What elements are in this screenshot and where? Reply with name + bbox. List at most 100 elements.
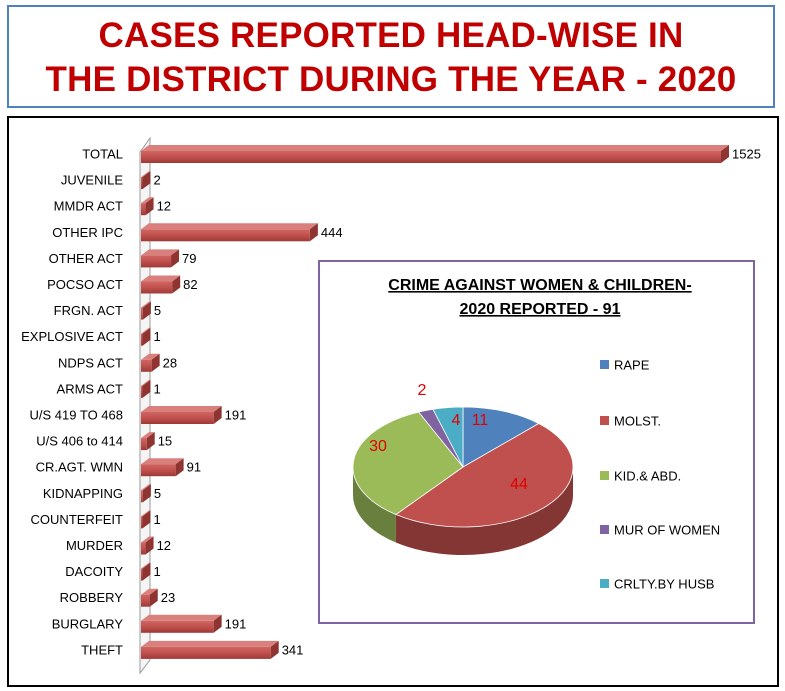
bar-murder-side: [145, 536, 154, 555]
bar-frgn-act: [141, 301, 151, 320]
category-label-counterfeit: COUNTERFEIT: [31, 512, 124, 527]
legend-label-molst: MOLST.: [614, 414, 661, 429]
value-label-other-act: 79: [182, 251, 196, 266]
legend-swatch-rape: [600, 360, 609, 369]
bar-total: [141, 145, 729, 163]
bar-total-front: [141, 151, 721, 163]
category-label-theft: THEFT: [81, 642, 123, 657]
page-title-line-2: THE DISTRICT DURING THE YEAR - 2020: [45, 60, 737, 99]
category-label-dacoity: DACOITY: [65, 564, 123, 579]
title-box: CASES REPORTED HEAD-WISE IN THE DISTRICT…: [7, 5, 775, 108]
bar-theft-top: [141, 640, 279, 647]
value-label-u-s-406-to-414: 15: [158, 434, 172, 449]
bar-arms-act-front: [141, 385, 143, 398]
value-label-ndps-act: 28: [163, 355, 177, 370]
bar-frgn-act-side: [142, 301, 151, 320]
category-label-pocso-act: POCSO ACT: [47, 277, 123, 292]
bar-murder-front: [141, 542, 146, 555]
pie-label-kid-abd: 30: [369, 438, 387, 455]
chart-frame: [7, 116, 779, 687]
pie-side-molst: [395, 467, 573, 556]
bar-other-ipc-side: [309, 223, 318, 242]
category-label-explosive-act: EXPLOSIVE ACT: [21, 329, 123, 344]
bar-u-s-419-to-468-top: [141, 406, 222, 412]
category-label-robbery: ROBBERY: [60, 590, 124, 605]
bar-robbery: [141, 588, 158, 607]
bar-explosive-act-front: [141, 333, 143, 346]
pie-label-crlty-by-husb: 4: [452, 412, 461, 429]
bar-robbery-front: [141, 594, 150, 607]
bar-mmdr-act-top: [141, 197, 154, 204]
bar-other-act-front: [141, 255, 172, 268]
bar-u-s-419-to-468: [141, 406, 222, 424]
bar-other-act-top: [141, 249, 180, 256]
bar-juvenile-front: [141, 177, 143, 190]
category-label-total: TOTAL: [82, 147, 123, 162]
bar-juvenile-top: [141, 171, 151, 178]
category-label-frgn-act: FRGN. ACT: [54, 303, 123, 318]
bar-other-ipc: [141, 223, 318, 242]
bar-burglary-top: [141, 614, 222, 621]
pie-label-mur-of-women: 2: [418, 382, 427, 399]
bar-burglary: [141, 614, 222, 633]
bar-other-act-side: [171, 249, 180, 268]
bar-cr-agt-wmn-side: [175, 458, 184, 477]
legend-label-crlty-by-husb: CRLTY.BY HUSB: [614, 577, 714, 592]
bar-mmdr-act-front: [141, 203, 146, 216]
value-label-murder: 12: [157, 538, 171, 553]
bar-cr-agt-wmn-top: [141, 458, 184, 465]
bar-cr-agt-wmn: [141, 458, 184, 477]
value-label-counterfeit: 1: [154, 512, 161, 527]
category-label-other-ipc: OTHER IPC: [52, 225, 123, 240]
bar-juvenile: [141, 171, 151, 190]
bar-u-s-419-to-468-front: [141, 412, 214, 424]
bar-total-side: [721, 145, 729, 163]
pie-slice-crlty-by-husb: [432, 406, 464, 468]
category-label-cr-agt-wmn: CR.AGT. WMN: [36, 460, 123, 475]
bar-u-s-406-to-414-front: [141, 438, 147, 451]
bar-explosive-act: [141, 327, 151, 346]
bar-kidnapping-top: [141, 484, 151, 491]
bar-arms-act: [141, 379, 151, 398]
bar-total-top: [141, 145, 729, 151]
bar-other-ipc-front: [141, 229, 310, 242]
pie-slice-kid-abd: [352, 411, 464, 516]
value-label-cr-agt-wmn: 91: [187, 460, 201, 475]
bar-murder: [141, 536, 154, 555]
value-label-robbery: 23: [161, 590, 175, 605]
value-label-kidnapping: 5: [154, 486, 161, 501]
category-label-other-act: OTHER ACT: [49, 251, 123, 266]
value-label-burglary: 191: [225, 616, 247, 631]
legend-swatch-mur-of-women: [600, 525, 609, 534]
category-label-mmdr-act: MMDR ACT: [54, 199, 123, 214]
bar-pocso-act-side: [172, 275, 181, 294]
bar-murder-top: [141, 536, 154, 543]
bar-dacoity-front: [141, 568, 143, 581]
bar-cr-agt-wmn-front: [141, 464, 176, 477]
bar-theft-side: [270, 640, 279, 659]
bar-counterfeit-top: [141, 510, 151, 517]
category-label-kidnapping: KIDNAPPING: [43, 486, 123, 501]
bar-arms-act-side: [142, 379, 151, 398]
bar-explosive-act-top: [141, 327, 151, 334]
value-label-u-s-419-to-468: 191: [225, 408, 247, 423]
value-label-juvenile: 2: [154, 173, 161, 188]
pie-slice-rape: [462, 406, 540, 468]
value-label-other-ipc: 444: [321, 225, 343, 240]
bar-theft-front: [141, 646, 271, 659]
bar-frgn-act-top: [141, 301, 151, 308]
pie-label-molst: 44: [510, 476, 528, 493]
bar-arms-act-top: [141, 379, 151, 386]
bar-u-s-406-to-414: [141, 432, 155, 451]
pie-chart-panel: CRIME AGAINST WOMEN & CHILDREN- 2020 REP…: [318, 260, 755, 624]
bar-pocso-act-front: [141, 281, 173, 294]
legend-label-mur-of-women: MUR OF WOMEN: [614, 523, 720, 538]
bar-u-s-406-to-414-side: [146, 432, 155, 451]
bar-kidnapping-front: [141, 490, 143, 503]
bar-dacoity-top: [141, 562, 151, 569]
bar-dacoity-side: [142, 562, 151, 581]
pie-label-rape: 11: [472, 412, 489, 429]
bar-ndps-act-side: [151, 353, 160, 372]
